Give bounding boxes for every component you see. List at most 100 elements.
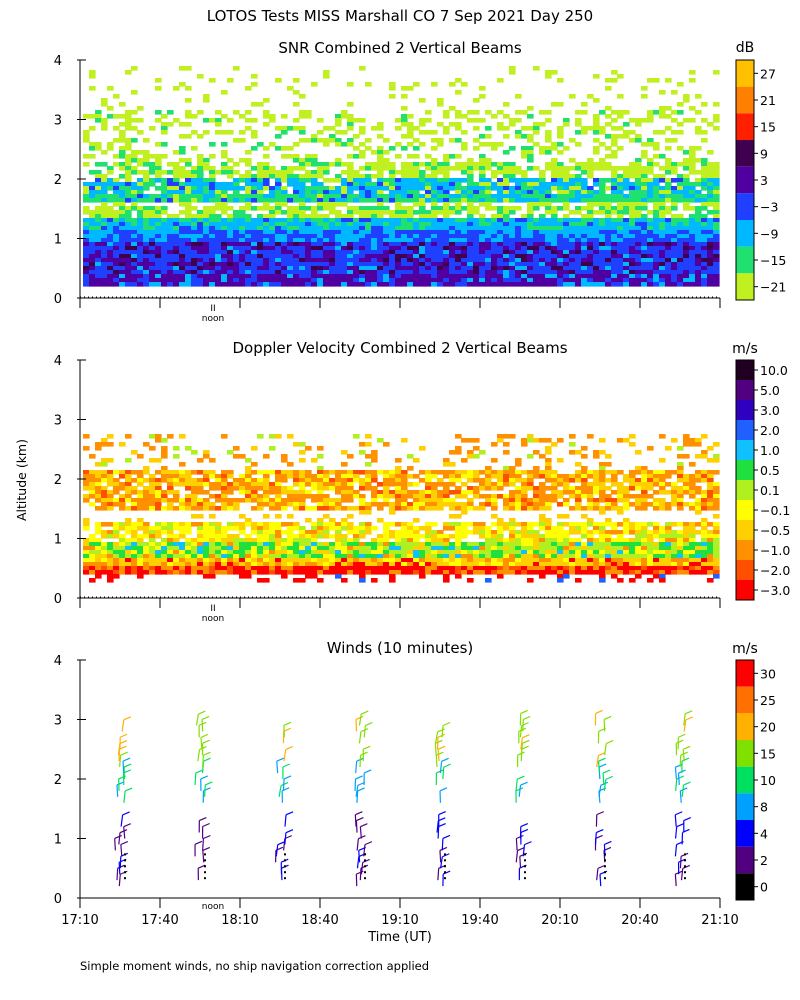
snr-cell <box>389 146 396 151</box>
doppler-cell <box>383 530 390 535</box>
snr-cell <box>503 254 510 259</box>
snr-cell <box>605 266 612 271</box>
snr-cell <box>185 202 192 207</box>
snr-cell <box>413 258 420 263</box>
doppler-cell <box>305 562 312 567</box>
snr-cell <box>467 270 474 275</box>
snr-cell <box>359 238 366 243</box>
snr-cell <box>575 238 582 243</box>
snr-cell <box>401 250 408 255</box>
snr-cell <box>503 206 510 211</box>
snr-cell <box>371 194 378 199</box>
snr-cell <box>713 202 720 207</box>
doppler-cell <box>107 434 114 439</box>
snr-cell <box>455 250 462 255</box>
snr-cell <box>605 282 612 287</box>
snr-cell <box>263 186 270 191</box>
doppler-cell <box>437 502 444 507</box>
doppler-cell <box>383 442 390 447</box>
snr-cell <box>605 162 612 167</box>
snr-cell <box>239 214 246 219</box>
doppler-cell <box>371 478 378 483</box>
snr-cell <box>125 178 132 183</box>
snr-cell <box>479 154 486 159</box>
snr-cell <box>185 254 192 259</box>
snr-cell <box>371 166 378 171</box>
snr-cell <box>419 222 426 227</box>
doppler-cell <box>347 522 354 527</box>
snr-cell <box>563 186 570 191</box>
snr-cell <box>221 218 228 223</box>
doppler-cell <box>95 486 102 491</box>
snr-cell <box>491 198 498 203</box>
snr-cell <box>503 242 510 247</box>
snr-cell <box>497 226 504 231</box>
doppler-cell <box>137 518 144 523</box>
snr-cell <box>593 126 600 131</box>
snr-cell <box>233 282 240 287</box>
doppler-cell <box>191 522 198 527</box>
snr-cell <box>407 122 414 127</box>
doppler-cell <box>227 562 234 567</box>
snr-cell <box>629 198 636 203</box>
doppler-cell <box>395 478 402 483</box>
doppler-cell <box>143 562 150 567</box>
snr-cell <box>485 158 492 163</box>
snr-cell <box>179 190 186 195</box>
doppler-cell <box>137 490 144 495</box>
doppler-cell <box>203 490 210 495</box>
snr-cell <box>233 278 240 283</box>
doppler-cell <box>413 534 420 539</box>
doppler-cell <box>233 554 240 559</box>
snr-cell <box>653 218 660 223</box>
doppler-cell <box>95 442 102 447</box>
snr-cell <box>653 78 660 83</box>
snr-cell <box>539 266 546 271</box>
doppler-cell <box>167 526 174 531</box>
doppler-cell <box>227 542 234 547</box>
snr-cell <box>617 74 624 79</box>
snr-cell <box>155 262 162 267</box>
snr-cell <box>167 266 174 271</box>
snr-cell <box>257 162 264 167</box>
doppler-cell <box>245 490 252 495</box>
doppler-cell <box>437 538 444 543</box>
snr-cell <box>491 278 498 283</box>
snr-cell <box>449 278 456 283</box>
snr-cell <box>197 274 204 279</box>
snr-cell <box>323 70 330 75</box>
doppler-cell <box>413 506 420 511</box>
snr-cell <box>443 274 450 279</box>
doppler-cell <box>341 490 348 495</box>
snr-cell <box>131 138 138 143</box>
snr-cell <box>323 74 330 79</box>
doppler-cell <box>431 550 438 555</box>
doppler-cell <box>149 458 156 463</box>
doppler-cell <box>215 526 222 531</box>
snr-cell <box>515 134 522 139</box>
snr-cell <box>671 166 678 171</box>
doppler-cell <box>275 490 282 495</box>
snr-cell <box>413 230 420 235</box>
snr-cell <box>311 254 318 259</box>
doppler-cell <box>443 490 450 495</box>
doppler-cell <box>143 494 150 499</box>
snr-cell <box>251 190 258 195</box>
doppler-cell <box>113 558 120 563</box>
snr-cell <box>599 278 606 283</box>
snr-cell <box>413 266 420 271</box>
snr-cell <box>563 194 570 199</box>
snr-cell <box>359 270 366 275</box>
snr-cell <box>635 190 642 195</box>
snr-cell <box>137 198 144 203</box>
doppler-cell <box>137 454 144 459</box>
snr-cell <box>461 166 468 171</box>
snr-cell <box>581 262 588 267</box>
doppler-cell <box>185 478 192 483</box>
doppler-cell <box>245 534 252 539</box>
snr-cell <box>251 130 258 135</box>
doppler-cell <box>251 530 258 535</box>
doppler-cell <box>209 530 216 535</box>
doppler-cell <box>221 570 228 575</box>
snr-cell <box>233 238 240 243</box>
